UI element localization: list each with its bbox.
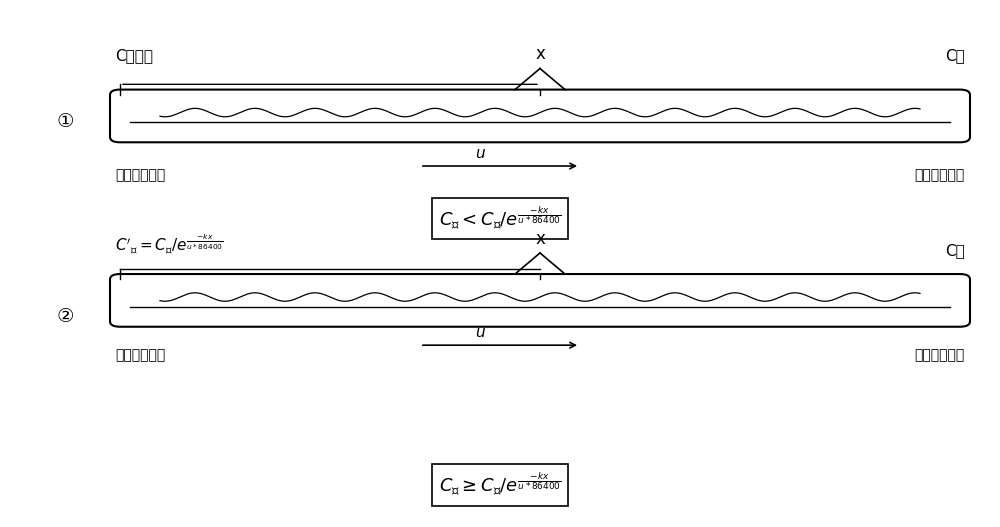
Text: 上游考核断面: 上游考核断面	[115, 348, 165, 362]
Text: ②: ②	[56, 307, 74, 326]
Text: 下游考核断面: 下游考核断面	[915, 169, 965, 183]
Text: u: u	[475, 146, 485, 161]
Text: 上游考核断面: 上游考核断面	[115, 169, 165, 183]
Text: u: u	[475, 325, 485, 340]
Text: x: x	[535, 45, 545, 63]
Text: C下: C下	[945, 243, 965, 258]
Text: $C'_上 = C_下/e^{\frac{-kx}{u*86400}}$: $C'_上 = C_下/e^{\frac{-kx}{u*86400}}$	[115, 232, 224, 256]
Text: $C_上 \geq C_下/e^{\frac{-kx}{u*86400}}$: $C_上 \geq C_下/e^{\frac{-kx}{u*86400}}$	[439, 471, 561, 499]
Text: x: x	[535, 230, 545, 248]
Text: 下游考核断面: 下游考核断面	[915, 348, 965, 362]
Text: ①: ①	[56, 112, 74, 131]
Text: C上不变: C上不变	[115, 48, 153, 63]
Text: $C_上 < C_下/e^{\frac{-kx}{u*86400}}$: $C_上 < C_下/e^{\frac{-kx}{u*86400}}$	[439, 205, 561, 232]
FancyBboxPatch shape	[110, 274, 970, 327]
Text: C下: C下	[945, 48, 965, 63]
FancyBboxPatch shape	[110, 90, 970, 142]
